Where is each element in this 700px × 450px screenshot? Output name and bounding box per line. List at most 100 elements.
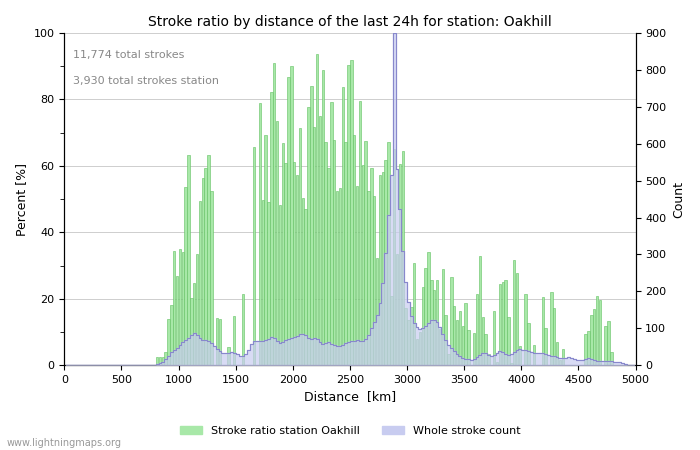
Bar [447,354,449,365]
Bar [324,142,327,365]
Bar [496,362,498,365]
Bar [487,354,490,365]
Bar [318,117,321,365]
Bar [559,360,561,365]
Bar [302,198,304,365]
Bar [424,268,427,365]
Bar [387,142,390,365]
Bar [402,151,404,365]
Bar [328,168,330,365]
Bar [516,274,518,365]
Bar [181,252,184,365]
Text: 11,774 total strokes: 11,774 total strokes [73,50,184,59]
X-axis label: Distance  [km]: Distance [km] [304,391,396,404]
Bar [484,334,486,365]
Y-axis label: Count: Count [672,180,685,218]
Bar [344,142,347,365]
Bar [498,284,501,365]
Bar [204,168,207,365]
Bar [350,59,353,365]
Bar [262,200,264,365]
Bar [304,209,307,365]
Legend: Stroke ratio station Oakhill, Whole stroke count: Stroke ratio station Oakhill, Whole stro… [175,421,525,440]
Bar [339,188,341,365]
Bar [476,294,478,365]
Bar [513,260,515,365]
Bar [210,190,213,365]
Bar [382,172,384,365]
Bar [370,168,372,365]
Bar [228,347,230,365]
Bar [590,315,592,365]
Bar [276,121,279,365]
Bar [436,280,438,365]
Bar [373,197,375,365]
Bar [593,310,596,365]
Bar [164,352,167,365]
Bar [430,280,433,365]
Bar [427,252,430,365]
Bar [510,364,512,365]
Bar [253,147,256,365]
Bar [444,315,447,365]
Bar [330,102,332,365]
Bar [159,356,161,365]
Bar [379,175,381,365]
Bar [299,128,301,365]
Bar [190,297,192,365]
Bar [550,292,552,365]
Bar [216,318,218,365]
Bar [413,263,415,365]
Bar [390,296,393,365]
Bar [259,103,261,365]
Bar [207,154,210,365]
Bar [542,297,544,365]
Bar [384,160,387,365]
Bar [450,278,453,365]
Bar [421,287,424,365]
Bar [508,317,510,365]
Bar [284,163,287,365]
Bar [596,296,598,365]
Bar [368,191,370,365]
Bar [336,191,338,365]
Bar [170,306,173,365]
Bar [173,251,176,365]
Bar [502,282,504,365]
Bar [479,256,481,365]
Bar [188,155,190,365]
Bar [456,320,458,365]
Bar [265,135,267,365]
Bar [584,334,587,365]
Bar [376,258,378,365]
Bar [296,175,298,365]
Bar [162,357,164,365]
Bar [442,269,444,365]
Bar [185,187,187,365]
Bar [519,346,521,365]
Bar [321,70,324,365]
Bar [178,249,181,365]
Bar [281,143,284,365]
Bar [482,317,484,365]
Bar [270,92,272,365]
Bar [493,311,496,365]
Bar [439,329,441,365]
Bar [604,326,607,365]
Bar [553,308,555,365]
Title: Stroke ratio by distance of the last 24h for station: Oakhill: Stroke ratio by distance of the last 24h… [148,15,552,29]
Bar [533,345,536,365]
Bar [290,66,293,365]
Bar [293,162,295,365]
Bar [279,205,281,365]
Bar [587,331,589,365]
Bar [527,323,530,365]
Bar [356,186,358,365]
Bar [561,349,564,365]
Bar [313,127,316,365]
Bar [396,254,398,365]
Bar [358,100,361,365]
Bar [458,310,461,365]
Bar [218,320,221,365]
Bar [556,342,559,365]
